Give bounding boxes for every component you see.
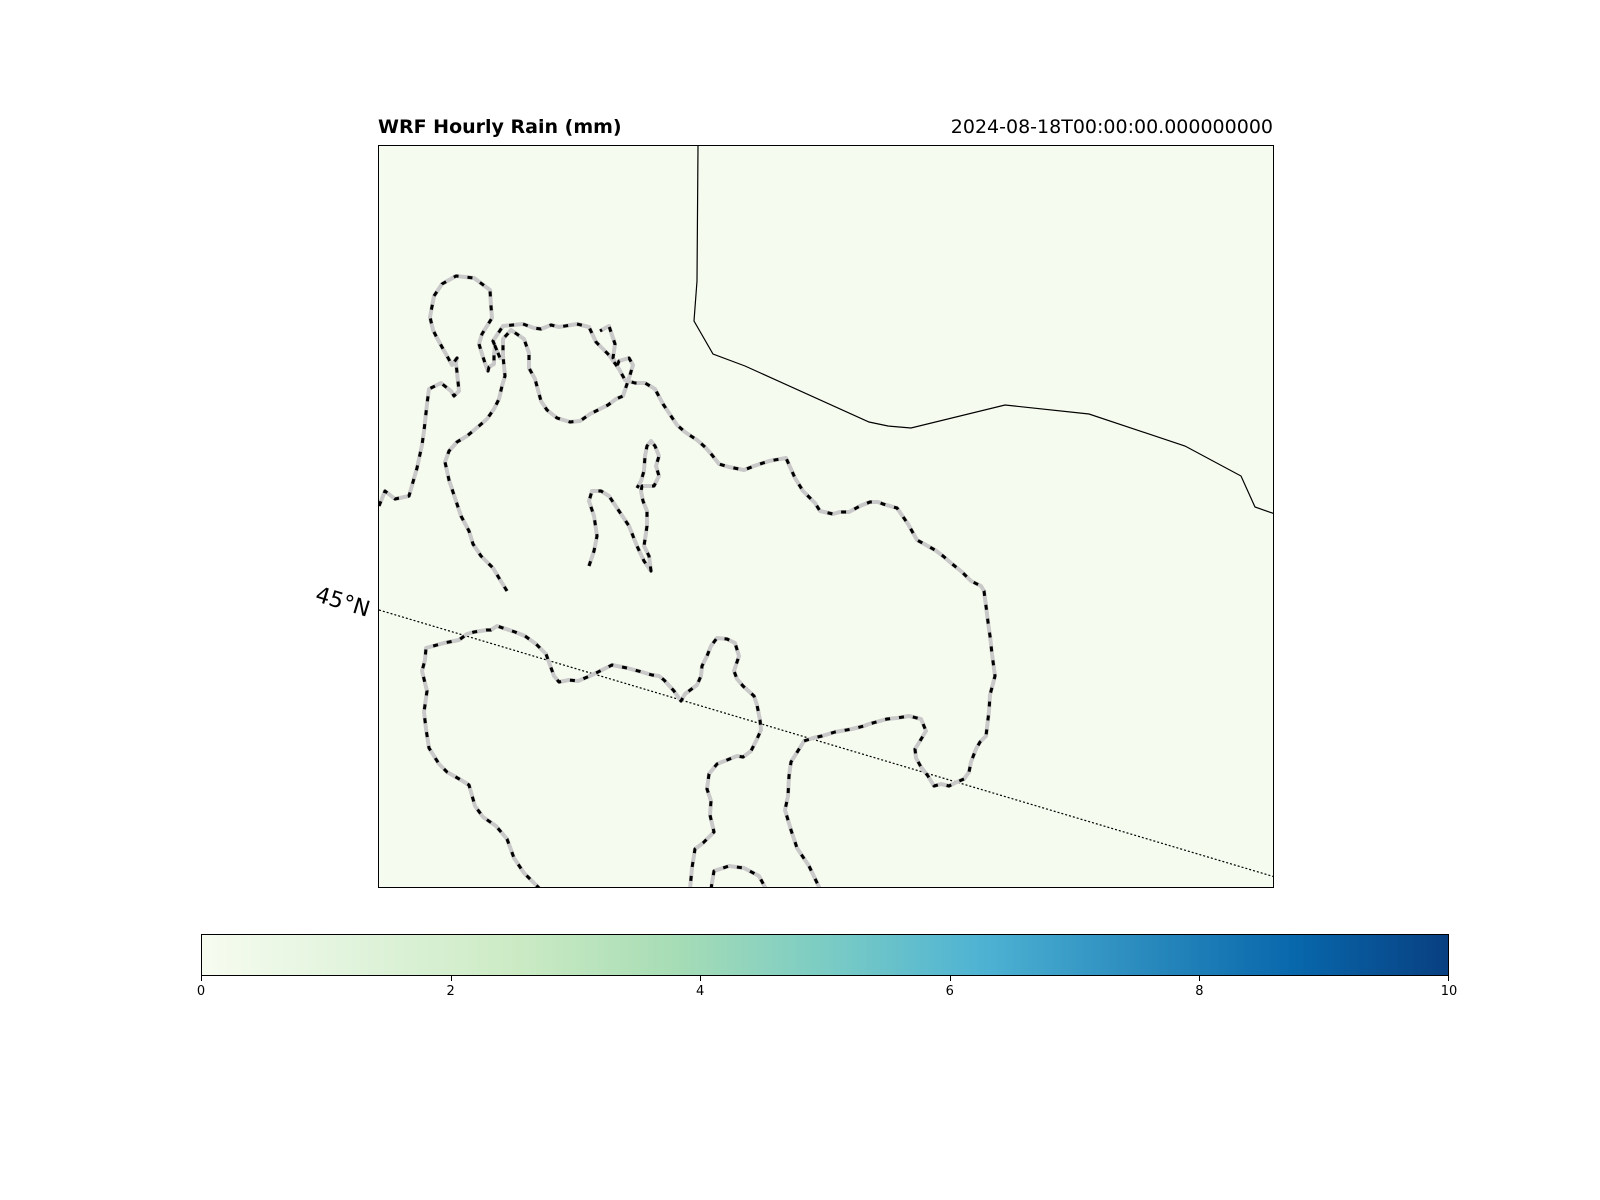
state-border-peninsula	[587, 439, 661, 573]
colorbar-tick-mark	[700, 976, 702, 981]
colorbar-tick-mark	[1448, 976, 1449, 981]
colorbar-tick-mark	[949, 976, 951, 981]
title-right: 2024-08-18T00:00:00.000000000	[950, 116, 1273, 138]
state-border-north	[379, 274, 997, 887]
colorbar-tick-label: 2	[446, 984, 455, 999]
colorbar-tick-label: 4	[696, 984, 705, 999]
map-svg	[379, 146, 1273, 887]
state-borders	[379, 274, 997, 887]
state-border-south	[420, 624, 763, 887]
colorbar	[201, 934, 1449, 976]
colorbar-tick-mark	[201, 976, 202, 981]
colorbar-tick-mark	[450, 976, 452, 981]
state-border-southeast	[709, 864, 768, 887]
map-frame[interactable]	[378, 145, 1274, 888]
colorbar-tick-label: 8	[1195, 984, 1204, 999]
colorbar-tick-mark	[1199, 976, 1201, 981]
colorbar-tick-label: 6	[945, 984, 954, 999]
country-border	[693, 146, 1273, 514]
state-borders-dashes	[379, 274, 997, 887]
latitude-line-45n	[379, 609, 1273, 878]
latitude-label-45n: 45°N	[312, 582, 373, 623]
title-left: WRF Hourly Rain (mm)	[378, 116, 622, 138]
state-border-inlet	[443, 324, 635, 593]
colorbar-tick-label: 10	[1440, 984, 1458, 999]
colorbar-tick-label: 0	[196, 984, 206, 999]
